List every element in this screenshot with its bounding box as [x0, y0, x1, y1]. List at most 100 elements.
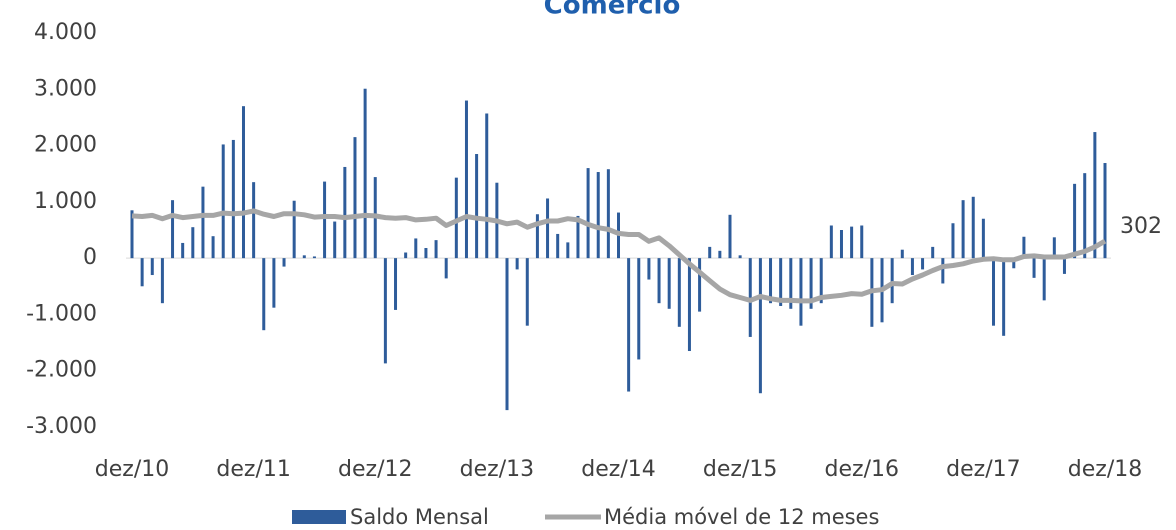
bar — [363, 88, 367, 259]
legend-swatch — [292, 510, 346, 524]
bar — [241, 106, 245, 259]
x-tick-label: dez/15 — [703, 457, 777, 482]
bar — [1022, 236, 1026, 259]
bar — [343, 166, 347, 259]
y-tick-label: 3.000 — [34, 76, 97, 101]
bar — [231, 139, 235, 259]
bar — [799, 258, 803, 326]
bar — [647, 258, 651, 280]
bar — [606, 169, 610, 259]
legend-label: Saldo Mensal — [350, 505, 489, 529]
bar — [485, 113, 489, 259]
bar — [201, 186, 205, 259]
bar — [758, 258, 762, 394]
bar — [221, 144, 225, 259]
y-tick-label: -2.000 — [26, 358, 97, 383]
bar — [312, 256, 316, 259]
bar — [475, 154, 479, 259]
bar — [424, 248, 428, 259]
bar — [272, 258, 276, 308]
bar — [829, 225, 833, 259]
bar — [657, 258, 661, 304]
bar — [535, 214, 539, 259]
bar — [150, 258, 154, 276]
bar — [1042, 258, 1046, 301]
bar — [404, 252, 408, 259]
bar — [910, 258, 914, 276]
bar — [809, 258, 813, 309]
bar — [890, 258, 894, 304]
bar — [900, 249, 904, 259]
bar — [282, 258, 286, 267]
bar — [1012, 258, 1016, 269]
bar — [211, 236, 215, 259]
bar — [819, 258, 823, 304]
bar — [586, 168, 590, 259]
bar — [748, 258, 752, 337]
bar — [1002, 258, 1006, 336]
bar — [464, 100, 468, 259]
legend-label: Média móvel de 12 meses — [604, 505, 879, 529]
bar — [292, 200, 296, 259]
bar — [789, 258, 793, 309]
bar — [454, 177, 458, 259]
bar — [627, 258, 631, 392]
bar — [546, 198, 550, 259]
bar — [850, 226, 854, 259]
x-tick-label: dez/17 — [946, 457, 1020, 482]
y-tick-label: 2.000 — [34, 133, 97, 158]
bar — [434, 240, 438, 259]
bar — [302, 255, 306, 259]
bar — [576, 215, 580, 259]
bar — [444, 258, 448, 279]
bar — [1103, 163, 1107, 259]
x-tick-label: dez/18 — [1068, 457, 1142, 482]
y-tick-label: 0 — [83, 245, 97, 270]
bar — [566, 242, 570, 259]
bar — [931, 246, 935, 259]
bar — [383, 258, 387, 364]
bar — [171, 200, 175, 259]
bar — [160, 258, 164, 304]
bar — [839, 230, 843, 259]
bar — [860, 225, 864, 259]
bar — [515, 258, 519, 270]
bar — [708, 246, 712, 259]
bar — [505, 258, 509, 411]
bar — [667, 258, 671, 309]
y-tick-label: -1.000 — [26, 301, 97, 326]
bar — [596, 172, 600, 259]
bar — [992, 258, 996, 326]
y-tick-label: 1.000 — [34, 189, 97, 214]
bar — [961, 200, 965, 259]
x-tick-label: dez/16 — [825, 457, 899, 482]
bar — [677, 258, 681, 327]
bar — [718, 250, 722, 259]
bar — [323, 181, 327, 259]
bar — [1083, 173, 1087, 259]
bar — [687, 258, 691, 352]
bar — [130, 210, 134, 259]
bar — [971, 196, 975, 259]
bar — [1052, 237, 1056, 259]
bar — [921, 258, 925, 270]
bar — [140, 258, 144, 287]
bar — [525, 258, 529, 326]
bar — [262, 258, 266, 331]
bar — [414, 238, 418, 259]
bar — [394, 258, 398, 310]
x-tick-label: dez/14 — [581, 457, 655, 482]
bar — [698, 258, 702, 312]
x-tick-label: dez/11 — [216, 457, 290, 482]
bar — [1032, 258, 1036, 278]
bar — [1073, 183, 1077, 259]
bar — [738, 255, 742, 259]
bar — [333, 221, 337, 259]
line — [131, 208, 1107, 304]
bar — [1093, 132, 1097, 259]
bar — [981, 218, 985, 259]
bar — [779, 258, 783, 306]
bar — [556, 233, 560, 259]
bar — [941, 258, 945, 284]
